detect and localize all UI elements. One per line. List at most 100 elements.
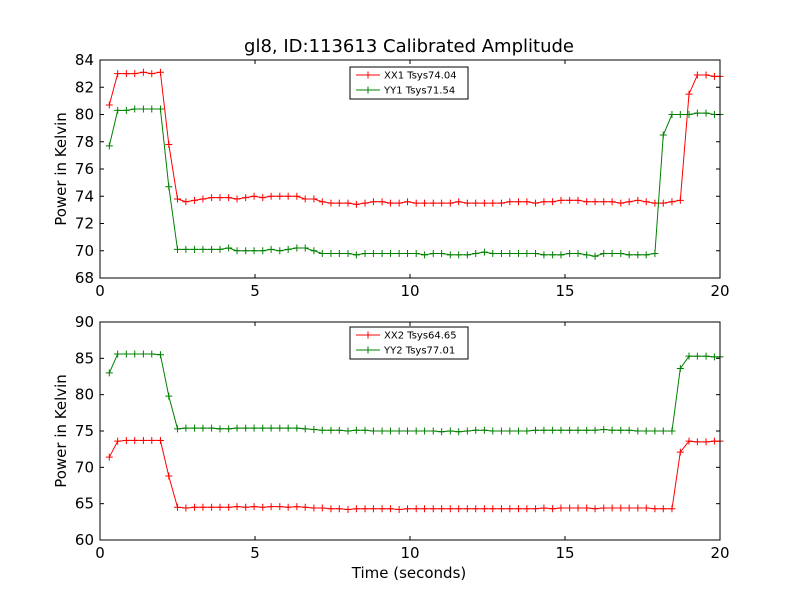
data-point <box>702 71 710 79</box>
data-point <box>557 251 565 259</box>
data-point <box>532 426 540 434</box>
data-point <box>395 427 403 435</box>
data-point <box>208 194 216 202</box>
legend-box <box>349 326 469 360</box>
x-tick-label: 5 <box>250 282 260 300</box>
data-point <box>480 505 488 513</box>
data-point <box>608 198 616 206</box>
data-point <box>276 503 284 511</box>
data-point <box>276 192 284 200</box>
data-point <box>489 249 497 257</box>
data-point <box>165 472 173 480</box>
x-tick-label: 0 <box>95 544 105 562</box>
data-point <box>378 427 386 435</box>
data-point <box>378 249 386 257</box>
data-point <box>412 505 420 513</box>
data-point <box>455 198 463 206</box>
data-point <box>668 198 676 206</box>
data-point <box>583 426 591 434</box>
data-point <box>497 199 505 207</box>
data-point <box>105 369 113 377</box>
data-point <box>225 194 233 202</box>
data-point <box>122 436 130 444</box>
data-point <box>242 247 250 255</box>
data-point <box>259 503 267 511</box>
data-point <box>506 249 514 257</box>
x-tick-label: 20 <box>710 544 729 562</box>
data-point <box>659 131 667 139</box>
data-point <box>446 199 454 207</box>
data-point <box>352 200 360 208</box>
data-point <box>515 198 522 206</box>
data-point <box>267 503 275 511</box>
data-point <box>122 70 130 78</box>
data-point <box>523 249 531 257</box>
data-point <box>676 365 684 373</box>
data-point <box>131 436 139 444</box>
data-point <box>191 503 199 511</box>
data-point <box>438 505 446 513</box>
data-point <box>165 183 173 191</box>
data-point <box>455 505 463 513</box>
data-point <box>634 196 642 204</box>
data-point <box>506 505 514 513</box>
data-point <box>617 426 625 434</box>
series-yy2 <box>105 350 724 436</box>
data-point <box>472 505 480 513</box>
data-point <box>685 90 693 98</box>
data-point <box>566 196 574 204</box>
data-point <box>404 427 412 435</box>
data-point <box>352 251 360 259</box>
data-point <box>301 503 309 511</box>
data-point <box>693 352 701 360</box>
data-point <box>583 504 591 512</box>
data-point <box>600 249 608 257</box>
data-point <box>114 70 122 78</box>
data-point <box>438 199 446 207</box>
x-tick-label: 10 <box>400 544 419 562</box>
y-tick-label: 74 <box>75 187 94 205</box>
data-point <box>557 196 565 204</box>
data-point <box>369 198 377 206</box>
data-point <box>455 428 463 436</box>
data-point <box>549 426 557 434</box>
y-tick-label: 75 <box>75 422 94 440</box>
data-point <box>523 505 531 513</box>
data-point <box>685 437 693 445</box>
legend: XX2 Tsys64.65 YY2 Tsys77.01 <box>349 326 469 360</box>
data-point <box>395 199 403 207</box>
data-point <box>651 505 659 513</box>
data-point <box>455 251 463 259</box>
data-point <box>642 198 650 206</box>
data-point <box>284 424 292 432</box>
data-point <box>335 199 343 207</box>
data-point <box>148 105 156 113</box>
data-point <box>148 436 156 444</box>
legend-label: XX1 Tsys74.04 <box>384 71 457 82</box>
data-point <box>404 198 412 206</box>
data-point <box>404 249 412 257</box>
data-point <box>540 198 548 206</box>
data-point <box>446 427 454 435</box>
data-point <box>344 427 352 435</box>
data-point <box>557 426 565 434</box>
data-point <box>267 245 275 253</box>
data-point <box>242 503 250 511</box>
data-point <box>446 505 454 513</box>
data-point <box>472 199 480 207</box>
data-point <box>386 199 394 207</box>
data-point <box>412 249 420 257</box>
data-point <box>472 426 480 434</box>
data-point <box>369 427 377 435</box>
data-point <box>549 198 557 206</box>
data-point <box>369 505 377 513</box>
data-point <box>259 247 267 255</box>
data-point <box>412 199 420 207</box>
data-point <box>566 426 574 434</box>
data-point <box>335 426 343 434</box>
data-point <box>693 109 701 117</box>
y-tick-label: 76 <box>75 160 94 178</box>
legend-label: YY2 Tsys77.01 <box>383 346 455 357</box>
data-point <box>105 101 113 109</box>
